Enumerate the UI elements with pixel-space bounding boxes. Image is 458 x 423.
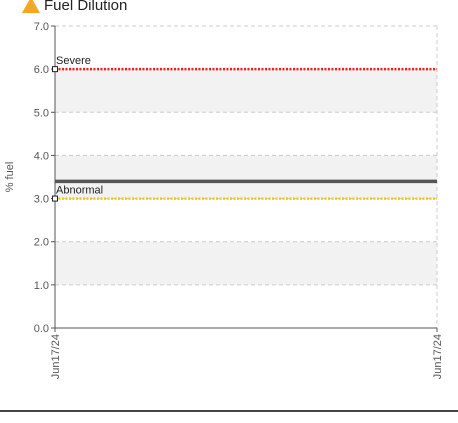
bottom-divider bbox=[0, 410, 458, 412]
threshold-label-abnormal: Abnormal bbox=[56, 185, 103, 197]
threshold-marker bbox=[52, 66, 58, 73]
y-tick-label: 4.0 bbox=[34, 150, 49, 162]
x-tick-label: Jun17/24 bbox=[50, 334, 62, 379]
plot-band bbox=[55, 241, 437, 285]
y-tick-label: 5.0 bbox=[34, 107, 49, 119]
y-tick-label: 2.0 bbox=[34, 237, 49, 249]
chart-title: Fuel Dilution bbox=[44, 0, 128, 14]
y-tick-label: 1.0 bbox=[34, 280, 49, 292]
y-tick-label: 0.0 bbox=[34, 323, 49, 335]
plot-band bbox=[55, 155, 437, 199]
x-tick-label: Jun17/24 bbox=[432, 334, 444, 379]
warning-triangle-icon bbox=[22, 0, 40, 13]
chart-header: Fuel Dilution bbox=[22, 0, 127, 16]
y-tick-label: 7.0 bbox=[34, 21, 49, 33]
y-tick-label: 3.0 bbox=[34, 194, 49, 206]
y-axis-label: % fuel bbox=[4, 162, 16, 193]
y-tick-label: 6.0 bbox=[34, 64, 49, 76]
threshold-marker bbox=[52, 195, 58, 202]
threshold-label-severe: Severe bbox=[56, 55, 91, 67]
plot-band bbox=[55, 69, 437, 113]
